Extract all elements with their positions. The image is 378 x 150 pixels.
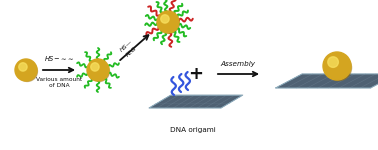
Text: Assembly: Assembly	[220, 61, 256, 67]
Circle shape	[326, 55, 352, 81]
Circle shape	[17, 61, 37, 81]
Circle shape	[328, 57, 338, 67]
Text: PEG: PEG	[125, 46, 138, 58]
Circle shape	[159, 13, 180, 33]
Circle shape	[161, 15, 169, 23]
Text: HS$-\sim\!\sim$: HS$-\sim\!\sim$	[44, 54, 74, 63]
Circle shape	[157, 11, 179, 33]
Circle shape	[15, 59, 37, 81]
Circle shape	[323, 52, 351, 80]
Circle shape	[89, 61, 110, 81]
Polygon shape	[149, 95, 243, 108]
Text: Various amount
of DNA: Various amount of DNA	[36, 77, 82, 88]
Text: DNA origami: DNA origami	[170, 127, 216, 133]
Circle shape	[87, 59, 109, 81]
Circle shape	[19, 63, 27, 71]
Circle shape	[91, 63, 99, 71]
Text: +: +	[189, 65, 203, 83]
Polygon shape	[276, 74, 378, 88]
Text: HS—: HS—	[119, 39, 133, 53]
